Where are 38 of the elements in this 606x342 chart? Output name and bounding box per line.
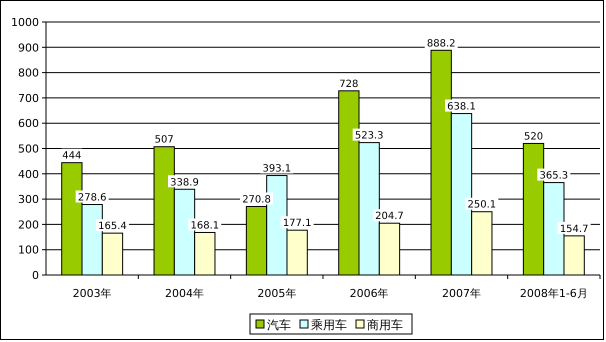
y-tick-label: 300	[18, 193, 39, 206]
data-label: 507	[154, 134, 174, 146]
data-label: 888.2	[426, 38, 456, 50]
data-label: 638.1	[447, 102, 476, 113]
legend-label: 乘用车	[311, 318, 347, 332]
x-tick-label: 2006年	[350, 287, 389, 300]
y-tick-label: 800	[18, 66, 39, 80]
y-tick-label: 500	[18, 142, 39, 156]
y-tick-label: 1000	[11, 16, 39, 29]
data-label: 523.3	[354, 130, 384, 142]
data-label: 154.7	[560, 224, 588, 235]
y-tick-label: 600	[18, 117, 39, 130]
data-label: 278.6	[78, 192, 106, 204]
data-label: 365.3	[540, 170, 568, 182]
y-tick-label: 400	[18, 168, 39, 181]
data-label: 177.1	[282, 218, 312, 230]
data-label: 520	[524, 131, 544, 142]
x-tick-label: 2003年	[72, 287, 112, 300]
x-tick-label: 2005年	[257, 287, 296, 300]
y-tick-label: 200	[18, 218, 39, 232]
data-label: 168.1	[190, 220, 220, 232]
legend-label: 商用车	[367, 318, 403, 332]
y-tick-label: 0	[32, 269, 39, 282]
data-label: 444	[62, 150, 82, 162]
data-label: 250.1	[467, 200, 496, 211]
y-tick-label: 100	[18, 244, 39, 257]
data-label: 393.1	[262, 164, 292, 175]
y-tick-label: 700	[18, 92, 39, 105]
x-tick-label: 2007年	[442, 287, 481, 300]
data-label: 204.7	[375, 211, 404, 222]
x-tick-label: 2008年1-6月	[520, 287, 588, 300]
x-tick-label: 2004年	[165, 287, 204, 300]
data-label: 728	[339, 78, 358, 90]
data-label: 165.4	[98, 221, 127, 232]
data-label: 338.9	[170, 177, 199, 188]
y-tick-label: 900	[18, 41, 39, 54]
legend-label: 汽车	[267, 318, 291, 332]
data-label: 270.8	[242, 194, 271, 206]
